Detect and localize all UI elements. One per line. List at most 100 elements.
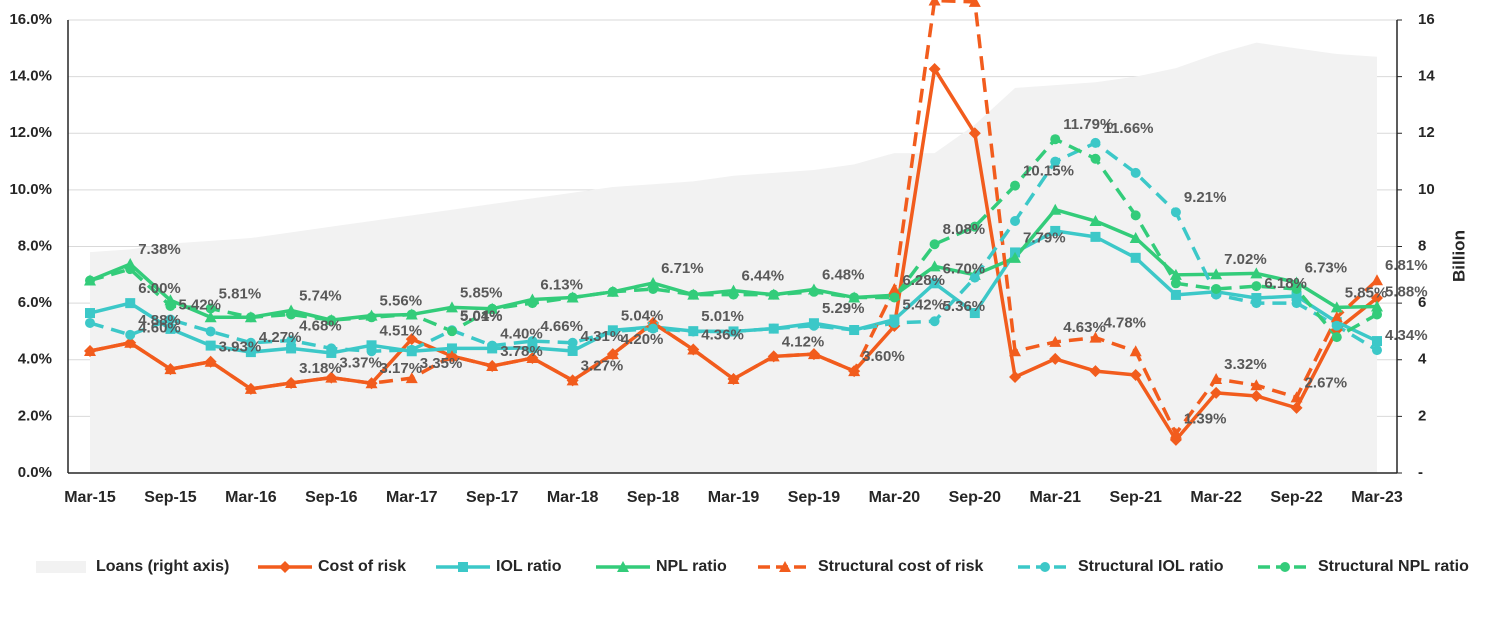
marker	[1290, 401, 1303, 414]
legend-item: NPL ratio	[596, 558, 727, 575]
marker	[527, 342, 538, 353]
marker	[165, 323, 176, 334]
data-label: 3.37%	[339, 355, 382, 372]
x-tick-label: Mar-20	[869, 489, 921, 506]
legend-label: Loans (right axis)	[96, 558, 229, 575]
legend-label: Cost of risk	[318, 558, 406, 575]
marker	[1169, 427, 1182, 439]
legend-item: Structural cost of risk	[758, 558, 983, 575]
data-label: 9.21%	[1184, 189, 1227, 206]
marker	[1250, 379, 1263, 391]
marker	[286, 309, 297, 320]
marker	[1170, 207, 1181, 218]
marker	[1291, 298, 1302, 309]
marker	[1049, 335, 1062, 347]
legend-item: IOL ratio	[436, 558, 562, 575]
marker	[567, 337, 578, 348]
marker	[928, 260, 941, 272]
legend-label: Structural cost of risk	[818, 558, 983, 575]
marker	[1210, 268, 1223, 280]
marker	[125, 264, 136, 275]
data-label: 5.29%	[822, 300, 865, 317]
marker	[1090, 137, 1101, 148]
marker	[1291, 283, 1302, 294]
marker	[849, 325, 860, 336]
marker	[768, 323, 779, 334]
marker	[969, 221, 980, 232]
legend-label: NPL ratio	[656, 558, 727, 575]
marker	[1372, 345, 1382, 356]
data-label: 1.39%	[1184, 411, 1227, 428]
x-tick-label: Mar-22	[1190, 489, 1242, 506]
data-label: 6.28%	[902, 272, 945, 289]
data-label: 6.13%	[540, 276, 583, 293]
data-label: 7.38%	[138, 241, 181, 258]
x-tick-label: Mar-17	[386, 489, 438, 506]
legend-marker	[1280, 562, 1290, 572]
marker	[1211, 283, 1222, 294]
marker	[808, 320, 819, 331]
y2-tick-label: 2	[1418, 407, 1426, 424]
marker	[1331, 332, 1342, 343]
marker	[968, 0, 981, 7]
marker	[406, 344, 417, 355]
marker	[85, 317, 95, 328]
marker	[486, 359, 499, 371]
marker	[326, 315, 337, 326]
data-label: 11.79%	[1063, 116, 1113, 133]
marker	[405, 333, 418, 346]
marker	[366, 340, 377, 351]
legend-item: Structural IOL ratio	[1018, 558, 1224, 575]
legend-item: Structural NPL ratio	[1258, 558, 1469, 575]
data-label: 4.68%	[299, 317, 342, 334]
marker	[1089, 331, 1102, 343]
legend-marker	[458, 562, 468, 572]
y2-tick-label: 16	[1418, 11, 1435, 28]
y-tick-label: 0.0%	[18, 464, 52, 481]
data-label: 5.01%	[460, 308, 503, 325]
data-label: 3.78%	[500, 343, 543, 360]
marker	[1372, 336, 1382, 347]
x-tick-label: Sep-21	[1109, 489, 1162, 506]
legend-label: IOL ratio	[496, 558, 562, 575]
data-label: 5.04%	[460, 307, 503, 324]
marker	[1130, 210, 1141, 221]
data-label: 6.44%	[742, 268, 785, 285]
y-tick-label: 12.0%	[9, 124, 52, 141]
legend-item: Loans (right axis)	[36, 558, 229, 575]
legend-item: Cost of risk	[258, 558, 406, 575]
marker	[205, 326, 216, 337]
marker	[1049, 203, 1062, 215]
marker	[1050, 156, 1061, 167]
data-label: 6.70%	[943, 260, 986, 277]
marker	[1331, 320, 1342, 331]
data-label: 6.73%	[1305, 259, 1348, 276]
marker	[848, 365, 861, 377]
marker	[527, 298, 538, 309]
marker	[567, 292, 578, 303]
marker	[405, 372, 418, 384]
marker	[366, 312, 377, 323]
marker	[1129, 345, 1142, 357]
marker	[204, 355, 217, 367]
marker	[445, 301, 458, 313]
area	[90, 42, 1377, 474]
data-label: 4.78%	[1103, 315, 1146, 332]
marker	[1010, 180, 1021, 191]
marker	[445, 350, 458, 362]
marker	[1291, 291, 1302, 302]
data-label: 5.36%	[943, 298, 986, 315]
marker	[286, 335, 297, 346]
marker	[889, 292, 900, 303]
marker	[889, 317, 900, 328]
legend-swatch	[36, 561, 86, 573]
marker	[285, 376, 298, 388]
y2-tick-label: 14	[1418, 68, 1435, 85]
data-label: 4.60%	[138, 320, 181, 337]
marker	[727, 373, 740, 385]
marker	[204, 311, 217, 323]
marker	[1089, 215, 1102, 227]
marker	[124, 336, 137, 348]
marker	[245, 312, 256, 323]
